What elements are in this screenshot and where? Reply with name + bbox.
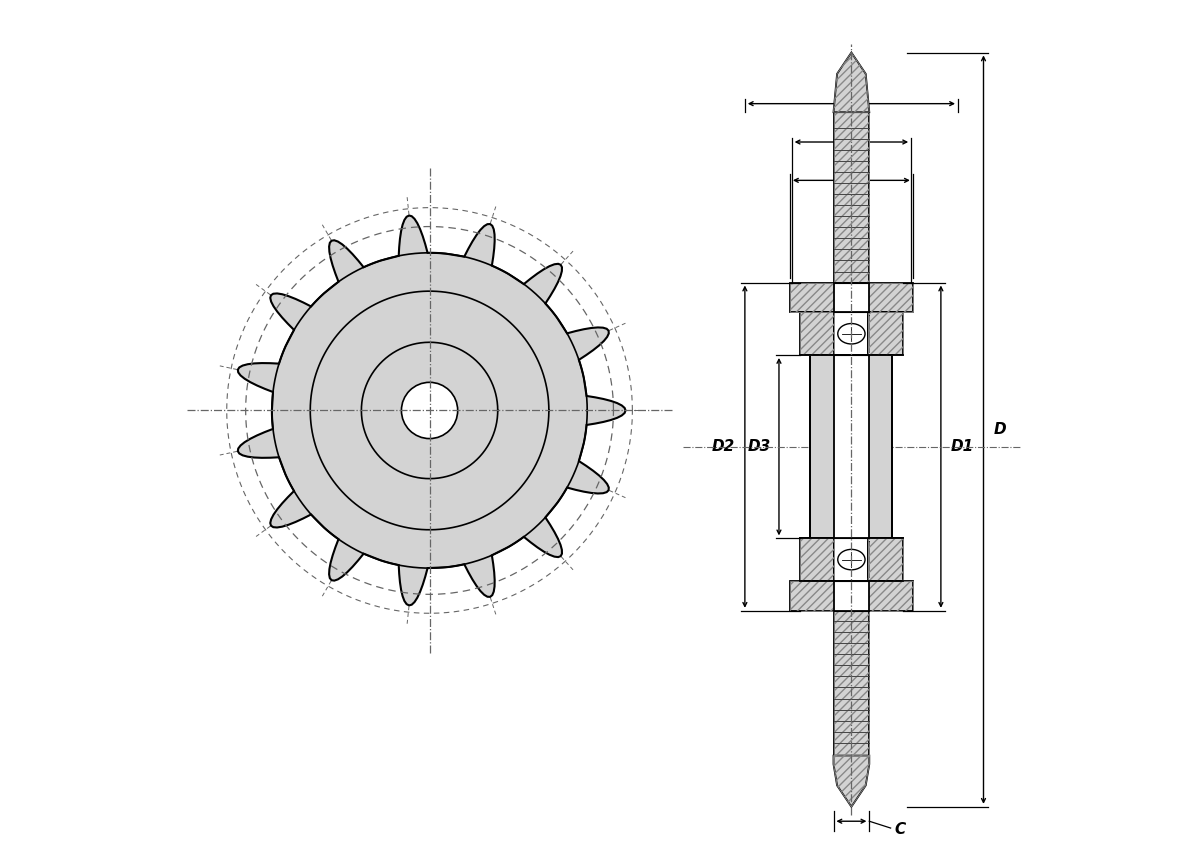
Polygon shape [869, 312, 902, 355]
Polygon shape [834, 52, 869, 112]
Polygon shape [238, 215, 625, 605]
Polygon shape [834, 112, 869, 283]
Polygon shape [790, 581, 913, 610]
Polygon shape [800, 312, 834, 355]
Text: D: D [994, 422, 1007, 437]
Text: L1: L1 [841, 157, 862, 173]
Text: D2: D2 [712, 439, 734, 454]
Text: C: C [895, 823, 906, 837]
Polygon shape [834, 355, 869, 539]
Polygon shape [869, 539, 902, 581]
Polygon shape [810, 355, 893, 539]
Text: D1: D1 [952, 439, 974, 454]
Ellipse shape [838, 323, 865, 344]
Polygon shape [834, 610, 869, 756]
Text: D3: D3 [748, 439, 770, 454]
Polygon shape [834, 756, 869, 807]
Ellipse shape [838, 550, 865, 569]
Polygon shape [800, 539, 834, 581]
Text: L2: L2 [841, 119, 862, 134]
Text: B1: B1 [840, 196, 863, 210]
Polygon shape [834, 283, 869, 312]
Polygon shape [790, 283, 913, 312]
Circle shape [402, 382, 457, 439]
Polygon shape [834, 581, 869, 610]
